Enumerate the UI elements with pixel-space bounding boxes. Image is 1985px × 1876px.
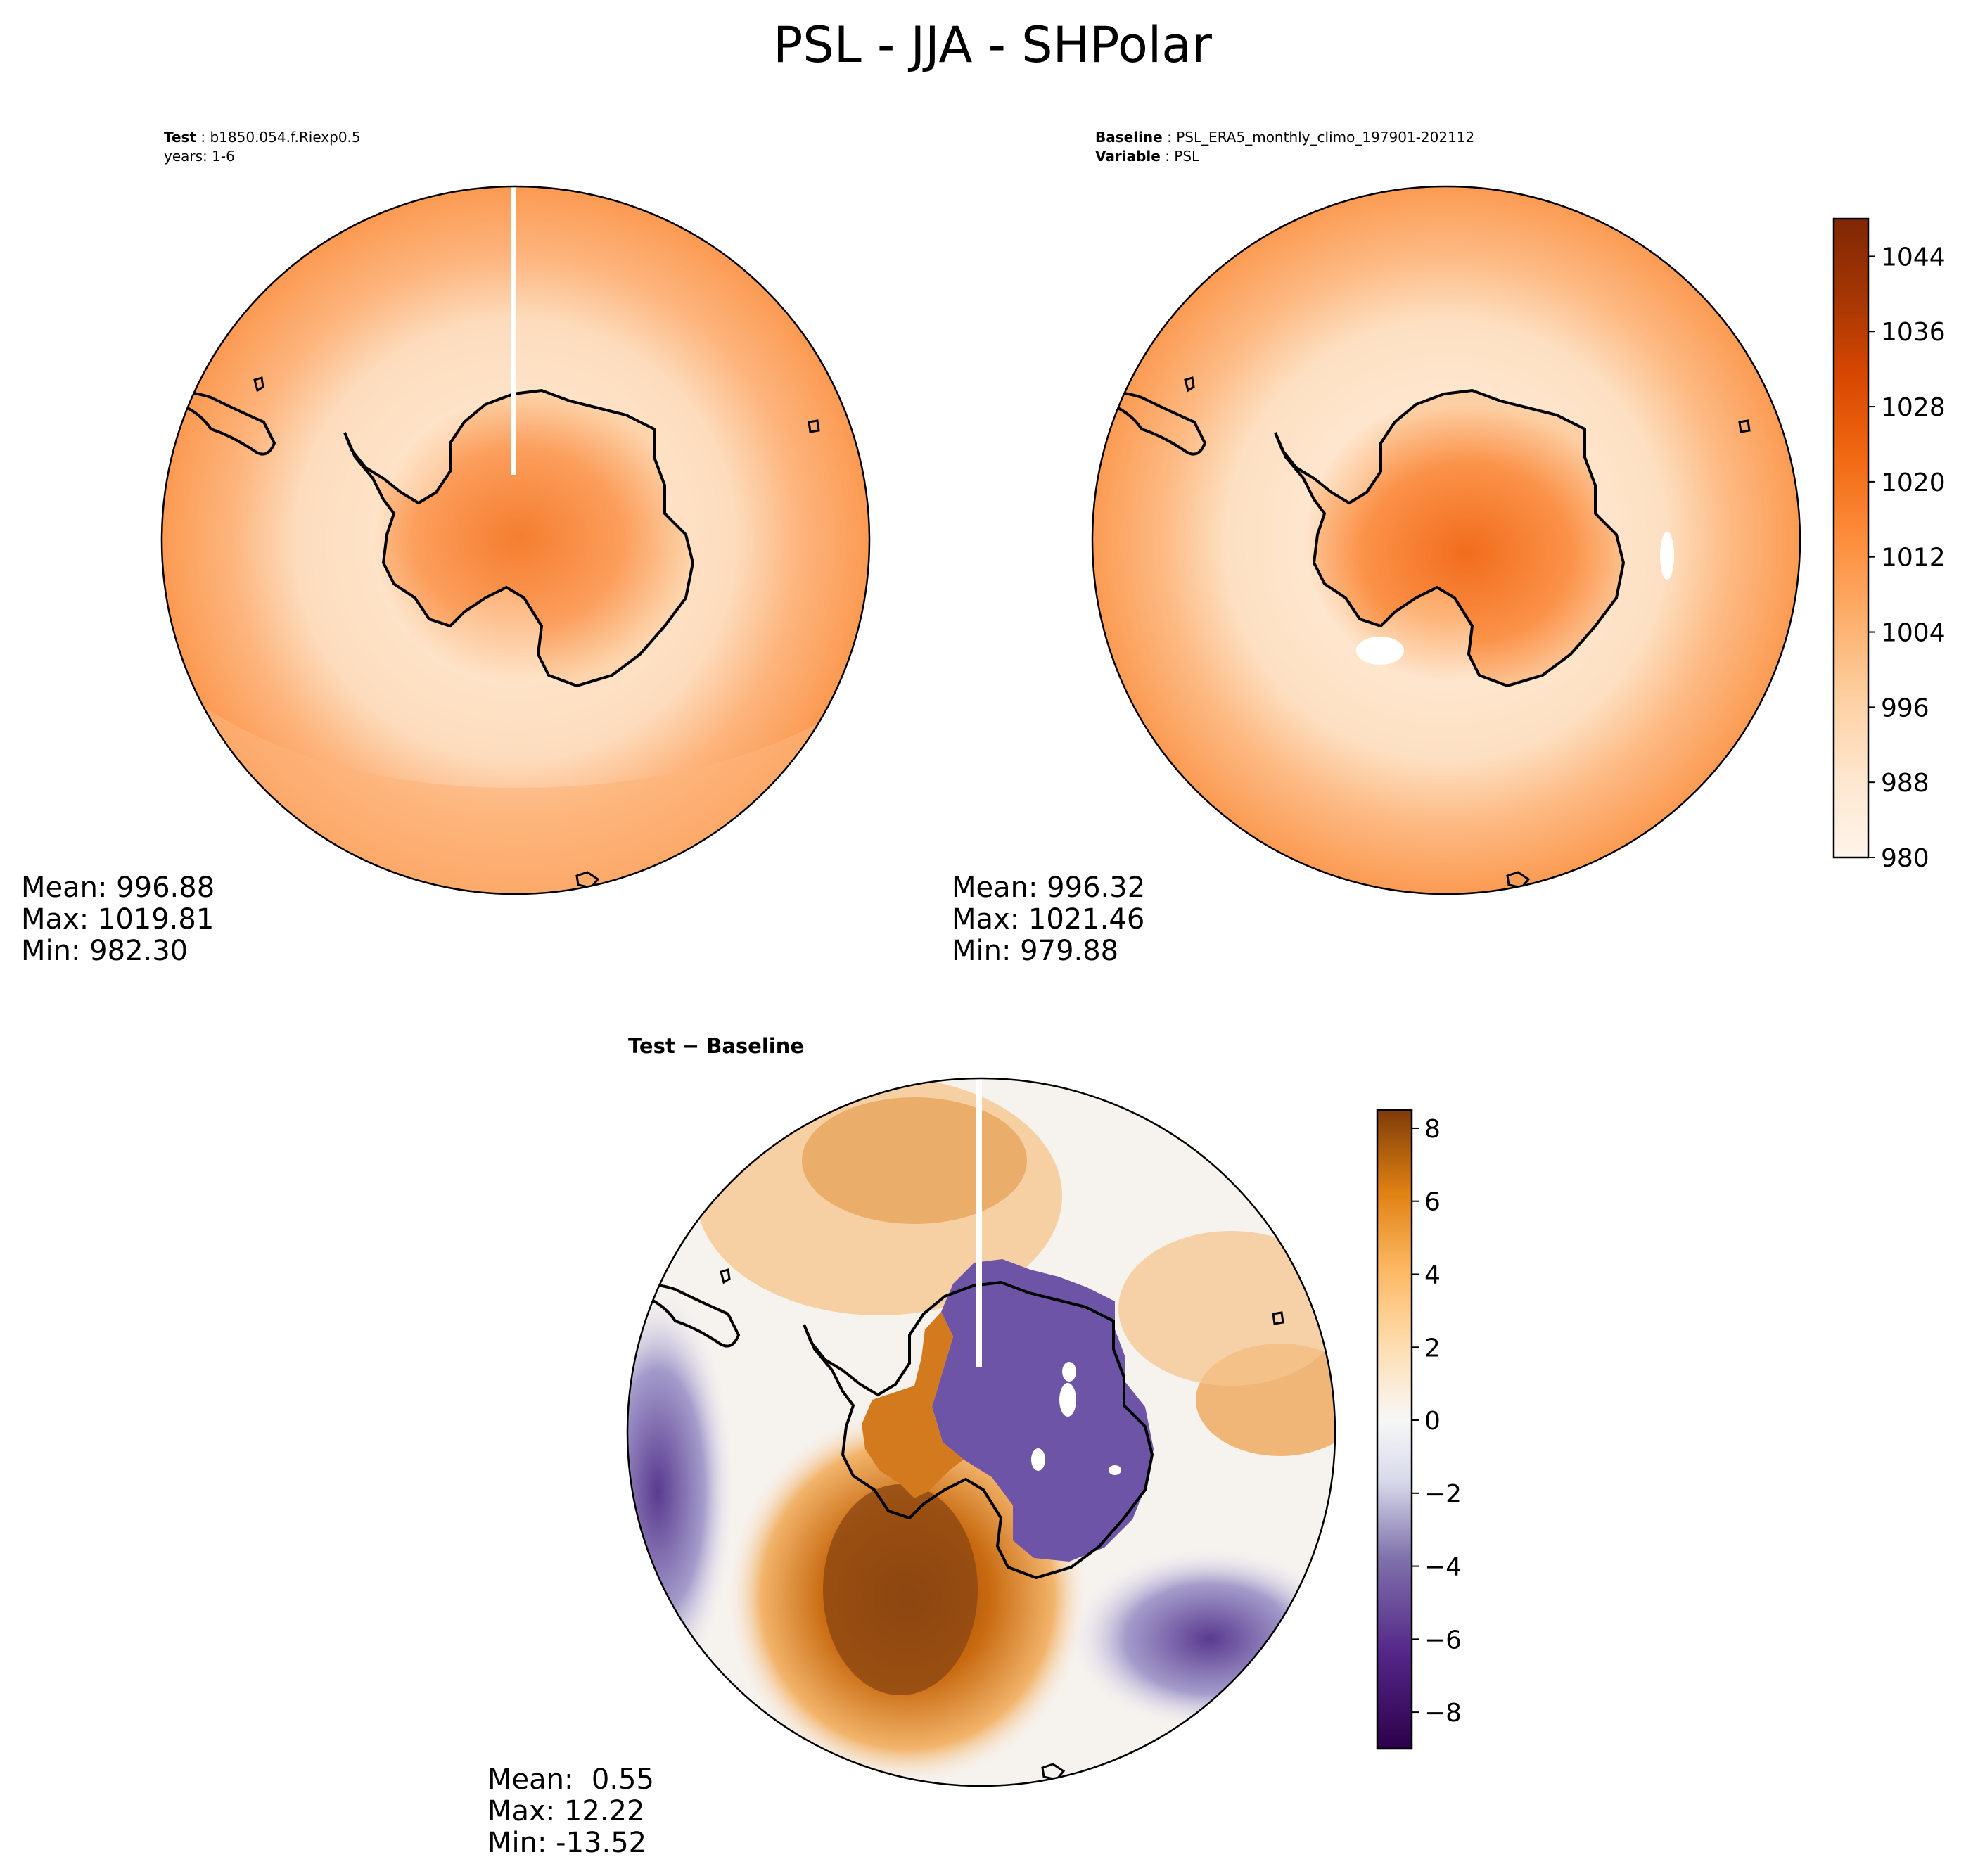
orange-colorbar-tick-label: 1036 — [1881, 318, 1946, 347]
diff-colorbar-tick-label: 8 — [1424, 1115, 1441, 1144]
orange-colorbar-tick-label: 1012 — [1881, 544, 1946, 573]
baseline-south-america-coast — [1097, 391, 1207, 456]
diff-colorbar-tick-label: 6 — [1424, 1188, 1441, 1217]
test-header: Test : b1850.054.f.Riexp0.5 years: 1-6 — [164, 129, 361, 165]
page-title: PSL - JJA - SHPolar — [773, 16, 1212, 74]
diff-colorbar-tick-label: −2 — [1424, 1480, 1462, 1509]
diff-dateline-artifact — [976, 1078, 982, 1367]
baseline-antarctica — [1274, 388, 1626, 688]
baseline-variable-label: Variable — [1095, 148, 1161, 165]
diff-colorbar-ticks: −8 −6 −4 −2 0 2 4 6 8 — [1412, 1115, 1462, 1728]
test-header-label: Test — [164, 129, 197, 146]
diff-stats: Mean: 0.55 Max: 12.22 Min: -13.52 — [487, 1764, 654, 1859]
test-antarctica — [343, 388, 695, 688]
baseline-stats: Mean: 996.32 Max: 1021.46 Min: 979.88 — [952, 872, 1145, 967]
diff-title: Test − Baseline — [628, 1034, 805, 1058]
diff-colorbar: −8 −6 −4 −2 0 2 4 6 8 — [1376, 1109, 1462, 1750]
baseline-variable-value: PSL — [1174, 148, 1200, 165]
diff-colorbar-tick-label: 4 — [1424, 1261, 1441, 1289]
orange-colorbar-tick-label: 980 — [1881, 844, 1929, 873]
orange-colorbar-tick-label: 996 — [1881, 694, 1929, 722]
test-map-boundary — [160, 185, 871, 895]
diff-stat-max: Max: 12.22 — [487, 1795, 645, 1827]
orange-colorbar-ticks: 980 988 996 1004 1012 1020 1028 1036 1044 — [1868, 243, 1946, 873]
orange-colorbar-tick-label: 1004 — [1881, 619, 1946, 648]
orange-colorbar: 980 988 996 1004 1012 1020 1028 1036 1044 — [1832, 217, 1946, 873]
diff-south-america-coast — [630, 1283, 741, 1348]
diff-colorbar-tick-label: −6 — [1424, 1626, 1462, 1654]
orange-colorbar-tick-label: 1044 — [1881, 243, 1946, 272]
test-stat-max: Max: 1019.81 — [21, 903, 215, 936]
orange-colorbar-bar — [1832, 217, 1870, 859]
baseline-stat-min: Min: 979.88 — [952, 935, 1119, 967]
test-header-value: b1850.054.f.Riexp0.5 — [210, 129, 361, 146]
orange-colorbar-tick-label: 1028 — [1881, 393, 1946, 422]
diff-map-boundary — [626, 1077, 1336, 1787]
diff-antarctica-coast — [803, 1280, 1154, 1580]
test-stat-min: Min: 982.30 — [21, 935, 189, 967]
diff-stat-mean: Mean: 0.55 — [487, 1763, 654, 1796]
test-stat-mean: Mean: 996.88 — [21, 872, 215, 904]
baseline-header-label: Baseline — [1095, 129, 1163, 146]
baseline-stat-mean: Mean: 996.32 — [952, 872, 1146, 904]
diff-colorbar-tick-label: 2 — [1424, 1334, 1441, 1363]
diff-colorbar-tick-label: −4 — [1424, 1553, 1462, 1582]
test-map-lower-band — [162, 675, 869, 894]
test-header-years: years: 1-6 — [164, 148, 235, 165]
test-south-america-coast — [166, 391, 276, 456]
baseline-stat-max: Max: 1021.46 — [952, 903, 1145, 936]
baseline-header: Baseline : PSL_ERA5_monthly_climo_197901… — [1095, 129, 1475, 165]
orange-colorbar-tick-label: 1020 — [1881, 468, 1946, 497]
diff-stat-min: Min: -13.52 — [487, 1827, 647, 1859]
test-map — [160, 185, 871, 895]
diff-antarctica-east — [932, 1259, 1154, 1562]
test-dateline-artifact — [511, 186, 516, 475]
baseline-map — [1091, 185, 1801, 895]
diff-colorbar-tick-label: 0 — [1424, 1407, 1441, 1436]
baseline-map-boundary — [1091, 185, 1801, 895]
baseline-header-value: PSL_ERA5_monthly_climo_197901-202112 — [1176, 129, 1475, 146]
diff-colorbar-bar — [1376, 1109, 1413, 1750]
orange-colorbar-tick-label: 988 — [1881, 769, 1929, 798]
diff-map — [626, 1077, 1336, 1787]
test-stats: Mean: 996.88 Max: 1019.81 Min: 982.30 — [21, 872, 215, 967]
diff-antarctica-west — [862, 1312, 964, 1498]
diff-colorbar-tick-label: −8 — [1424, 1699, 1462, 1728]
